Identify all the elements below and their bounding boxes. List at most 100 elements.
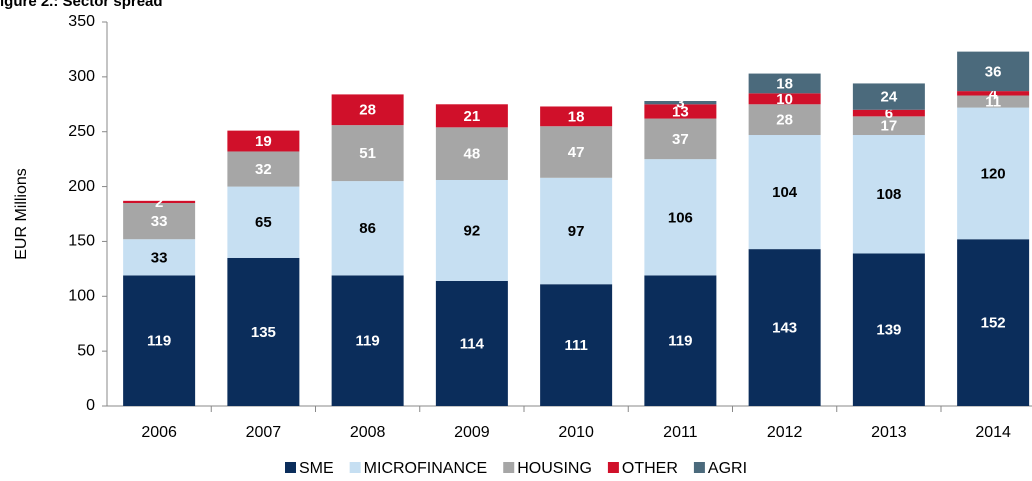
value-label: 152 <box>981 315 1006 332</box>
value-label: 18 <box>776 75 793 92</box>
value-label: 33 <box>151 213 168 230</box>
value-label: 119 <box>147 333 171 350</box>
value-label: 47 <box>568 144 585 161</box>
bar-segment <box>644 104 717 119</box>
bar-segment <box>957 107 1030 240</box>
x-tick-label: 2013 <box>871 424 907 441</box>
legend-label: OTHER <box>622 460 678 477</box>
bar-segment <box>748 93 821 105</box>
value-label: 4 <box>989 85 998 102</box>
x-tick-label: 2014 <box>975 424 1011 441</box>
y-tick-label: 200 <box>68 178 95 195</box>
value-label: 28 <box>359 102 376 119</box>
bar-segment <box>748 135 821 250</box>
value-label: 10 <box>776 91 793 108</box>
value-label: 51 <box>359 145 376 162</box>
value-label: 104 <box>772 184 798 201</box>
y-tick-label: 150 <box>68 233 95 250</box>
y-tick-label: 100 <box>68 288 95 305</box>
value-label: 28 <box>776 112 793 129</box>
bar-segment <box>748 104 821 136</box>
bar-segment <box>227 130 300 152</box>
bar-segment <box>644 100 717 105</box>
bar-segment <box>540 106 613 127</box>
value-label: 6 <box>885 105 893 122</box>
bar-segment <box>957 95 1030 108</box>
value-label: 37 <box>672 131 689 148</box>
bar-segment <box>852 253 925 406</box>
bar-segment <box>123 239 196 276</box>
bar-segment <box>227 186 300 258</box>
bar-segment <box>435 127 508 180</box>
legend-label: MICROFINANCE <box>364 460 488 477</box>
bar-segment <box>331 275 404 406</box>
value-label: 114 <box>460 335 485 352</box>
bar-segment <box>957 239 1030 406</box>
bar-segment <box>644 275 717 406</box>
x-tick-label: 2010 <box>558 424 594 441</box>
value-label: 17 <box>881 118 898 135</box>
y-tick-label: 350 <box>68 13 95 30</box>
y-tick-label: 0 <box>86 397 95 414</box>
y-tick-label: 250 <box>68 123 95 140</box>
chart-title: igure 2.: Sector spread <box>0 0 163 10</box>
bar-segment <box>852 83 925 110</box>
bar-segment <box>435 104 508 128</box>
value-label: 139 <box>876 322 901 339</box>
x-tick-label: 2012 <box>767 424 803 441</box>
bar-segment <box>748 73 821 94</box>
bar-segment <box>852 109 925 117</box>
value-label: 92 <box>464 222 481 239</box>
bar-segment <box>123 203 196 240</box>
legend-swatch <box>349 462 361 473</box>
value-label: 135 <box>251 324 276 341</box>
value-label: 119 <box>668 333 692 350</box>
bar-segment <box>540 177 613 285</box>
bar-segment <box>435 280 508 406</box>
value-label: 97 <box>568 223 585 240</box>
bar-segment <box>227 257 300 406</box>
x-tick-label: 2011 <box>663 424 698 441</box>
bar-segment <box>331 181 404 276</box>
value-label: 120 <box>981 165 1006 182</box>
value-label: 86 <box>359 220 376 237</box>
value-label: 13 <box>672 103 689 120</box>
legend-label: AGRI <box>708 460 747 477</box>
value-label: 18 <box>568 108 585 125</box>
bar-segment <box>852 135 925 254</box>
value-label: 106 <box>668 209 693 226</box>
legend-label: SME <box>299 460 334 477</box>
bar-segment <box>644 118 717 160</box>
value-label: 3 <box>676 95 684 112</box>
value-label: 24 <box>881 89 898 106</box>
bar-segment <box>644 159 717 276</box>
bar-segment <box>227 151 300 187</box>
bar-segment <box>540 126 613 178</box>
bar-segment <box>852 116 925 136</box>
bar-segment <box>435 179 508 281</box>
legend-swatch <box>607 462 619 473</box>
legend-swatch <box>285 462 296 473</box>
bar-segment <box>748 249 821 406</box>
value-label: 19 <box>255 133 272 150</box>
value-label: 111 <box>564 337 587 354</box>
value-label: 65 <box>255 214 272 231</box>
value-label: 11 <box>985 94 1001 111</box>
value-label: 36 <box>985 63 1002 80</box>
value-label: 143 <box>772 320 797 337</box>
y-axis-label: EUR Millions <box>13 168 30 260</box>
x-tick-label: 2006 <box>141 424 177 441</box>
y-tick-label: 50 <box>77 342 95 359</box>
bar-segment <box>123 200 196 204</box>
value-label: 108 <box>876 186 901 203</box>
legend-swatch <box>693 462 705 473</box>
value-label: 33 <box>151 249 168 266</box>
x-tick-label: 2008 <box>350 424 386 441</box>
bar-segment <box>331 125 404 182</box>
value-label: 32 <box>255 161 272 178</box>
legend-label: HOUSING <box>517 460 592 477</box>
value-label: 2 <box>155 194 163 211</box>
x-tick-label: 2007 <box>246 424 282 441</box>
value-label: 48 <box>464 146 481 163</box>
